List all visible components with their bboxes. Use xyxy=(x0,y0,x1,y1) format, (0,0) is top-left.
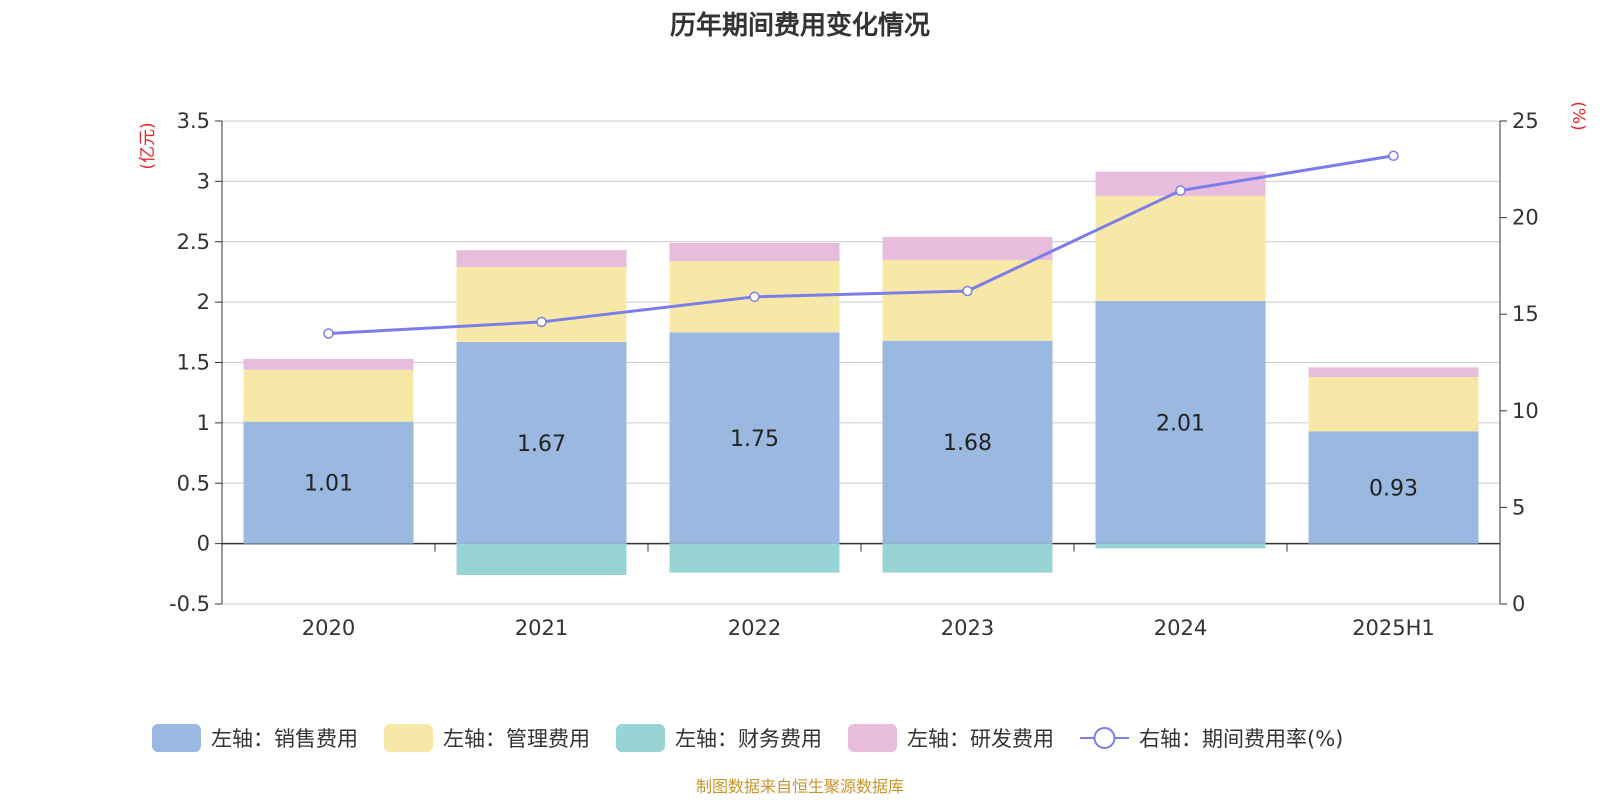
legend-swatch xyxy=(616,724,665,752)
bar-segment xyxy=(243,358,414,370)
legend-marker xyxy=(1093,727,1116,749)
category-label: 2020 xyxy=(302,616,355,640)
legend-label: 左轴：管理费用 xyxy=(443,727,590,751)
bar-segment xyxy=(1095,300,1266,544)
data-labels: 1.01 1.67 1.75 1.68 2.01 0.93 xyxy=(304,411,1418,501)
grid-lines xyxy=(222,120,1500,605)
left-tick-label: -0.5 xyxy=(169,592,210,616)
right-axis-unit: (%) xyxy=(1568,101,1588,130)
bar-segment xyxy=(1095,195,1266,301)
rate-point xyxy=(749,291,760,303)
bar-segment xyxy=(882,543,1053,573)
bar-segment xyxy=(882,236,1053,260)
right-tick-label: 10 xyxy=(1512,399,1539,423)
right-tick-label: 0 xyxy=(1512,592,1525,616)
data-label: 1.67 xyxy=(517,432,566,457)
tick-labels: -0.5 0 0.5 1 1.5 2 2.5 3 3.5 0 5 10 15 20 25 2020 2021 20… xyxy=(169,109,1539,640)
category-label: 2025H1 xyxy=(1352,616,1435,640)
left-tick-label: 2.5 xyxy=(177,230,210,254)
bar-segment xyxy=(456,341,627,544)
left-tick-label: 0.5 xyxy=(177,471,210,495)
rate-point xyxy=(323,328,334,339)
category-label: 2023 xyxy=(941,616,994,640)
source-note: 制图数据来自恒生聚源数据库 xyxy=(696,777,904,796)
bar-segment xyxy=(456,543,627,576)
rate-point xyxy=(1175,185,1186,196)
data-label: 1.01 xyxy=(304,472,353,497)
rate-point xyxy=(536,316,547,328)
bars xyxy=(243,171,1479,576)
legend: 左轴：销售费用 左轴：管理费用 左轴：财务费用 左轴：研发费用 右轴：期间费用率(%) xyxy=(152,724,1343,752)
legend-label: 左轴：研发费用 xyxy=(907,727,1054,751)
rate-point xyxy=(962,285,973,297)
bar-segment xyxy=(243,369,414,422)
bar-segment xyxy=(669,242,840,262)
left-axis-unit: (亿元) xyxy=(138,122,158,169)
rate-line xyxy=(323,150,1399,339)
rate-polyline xyxy=(328,154,1394,336)
data-label: 0.93 xyxy=(1369,476,1418,501)
right-tick-label: 5 xyxy=(1512,495,1525,519)
bar-segment xyxy=(243,421,414,544)
bar-segment xyxy=(1308,431,1479,544)
left-tick-label: 1.5 xyxy=(177,351,210,375)
legend-label: 左轴：销售费用 xyxy=(211,727,358,751)
bar-segment xyxy=(1095,543,1266,549)
legend-label: 右轴：期间费用率(%) xyxy=(1139,727,1343,751)
data-label: 1.68 xyxy=(943,431,992,456)
bar-segment xyxy=(882,340,1053,544)
axes xyxy=(215,120,1507,605)
bar-segment xyxy=(1308,376,1479,432)
bar-segment xyxy=(456,250,627,268)
right-tick-label: 20 xyxy=(1512,206,1539,230)
bar-segment xyxy=(456,267,627,342)
bar-segment xyxy=(669,332,840,544)
category-label: 2024 xyxy=(1154,616,1207,640)
legend-swatch xyxy=(152,724,201,752)
right-tick-label: 25 xyxy=(1512,109,1539,133)
legend-swatch xyxy=(384,724,433,752)
data-label: 1.75 xyxy=(730,427,779,452)
bar-segment xyxy=(669,543,840,573)
legend-label: 左轴：财务费用 xyxy=(675,727,822,751)
left-tick-label: 3.5 xyxy=(177,109,210,133)
left-tick-label: 3 xyxy=(197,169,210,193)
bar-segment xyxy=(1308,367,1479,377)
category-label: 2022 xyxy=(728,616,781,640)
rate-point xyxy=(1388,150,1399,162)
category-label: 2021 xyxy=(515,616,568,640)
left-tick-label: 0 xyxy=(197,532,210,556)
bar-segment xyxy=(882,259,1053,341)
data-label: 2.01 xyxy=(1156,411,1205,436)
right-tick-label: 15 xyxy=(1512,302,1539,326)
legend-swatch xyxy=(848,724,897,752)
chart-title: 历年期间费用变化情况 xyxy=(670,10,930,41)
left-tick-label: 1 xyxy=(197,411,210,435)
left-tick-label: 2 xyxy=(197,290,210,314)
